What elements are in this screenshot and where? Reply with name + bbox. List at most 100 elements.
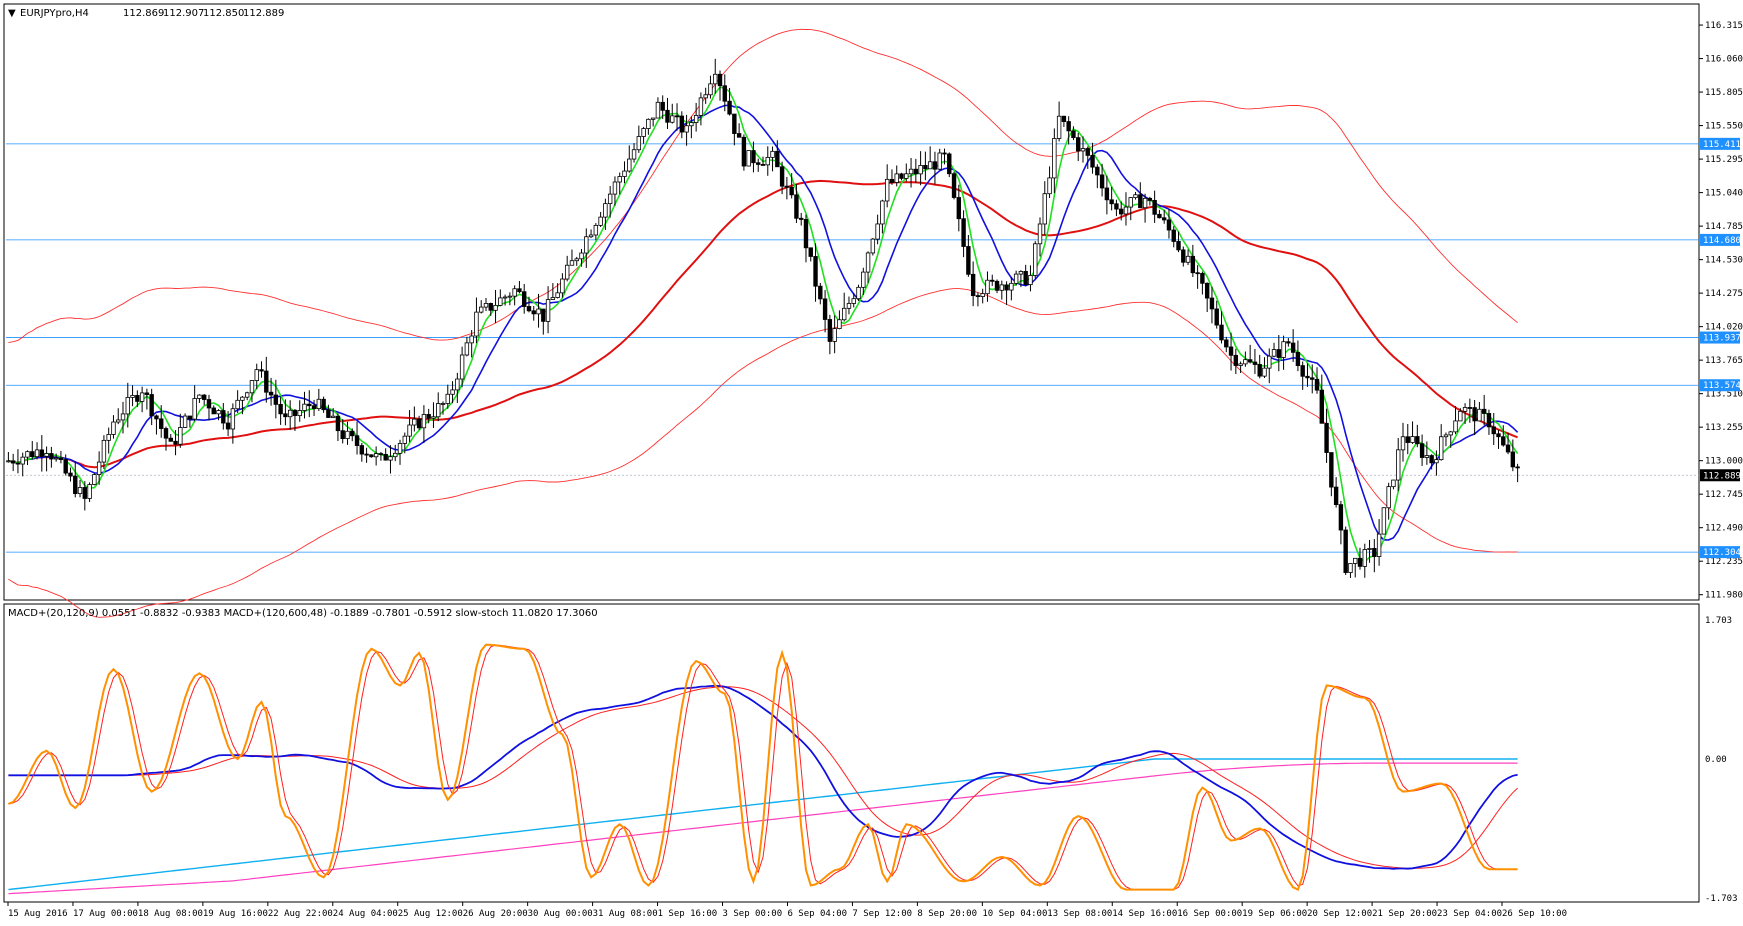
candle[interactable] <box>53 453 59 462</box>
candle[interactable] <box>1281 335 1286 370</box>
candle[interactable] <box>674 103 680 131</box>
candle[interactable] <box>1238 361 1243 374</box>
candle[interactable] <box>1161 209 1167 224</box>
candle[interactable] <box>1147 196 1153 206</box>
candle[interactable] <box>760 156 766 166</box>
candle[interactable] <box>264 356 269 403</box>
candle[interactable] <box>44 446 49 472</box>
candle[interactable] <box>455 372 460 403</box>
candle[interactable] <box>1357 547 1363 570</box>
candle[interactable] <box>627 145 632 173</box>
candle[interactable] <box>440 401 446 415</box>
candle[interactable] <box>1429 454 1434 470</box>
candle[interactable] <box>732 113 737 146</box>
candle[interactable] <box>1467 398 1473 423</box>
candle[interactable] <box>278 396 283 425</box>
candle[interactable] <box>846 296 852 315</box>
candle[interactable] <box>607 185 613 218</box>
candle[interactable] <box>1462 403 1468 425</box>
candle[interactable] <box>1295 340 1301 372</box>
candle[interactable] <box>789 173 794 199</box>
candle[interactable] <box>431 402 436 428</box>
candle[interactable] <box>225 411 231 437</box>
candle[interactable] <box>803 214 809 263</box>
candle[interactable] <box>947 152 952 178</box>
candle[interactable] <box>1119 201 1124 221</box>
candle[interactable] <box>517 281 522 294</box>
candle[interactable] <box>927 146 933 170</box>
candle[interactable] <box>1477 402 1482 422</box>
candle[interactable] <box>1276 335 1282 372</box>
candle[interactable] <box>521 284 527 314</box>
candle[interactable] <box>58 450 64 464</box>
candle[interactable] <box>1052 128 1057 194</box>
candle[interactable] <box>1224 336 1229 353</box>
candle[interactable] <box>206 394 212 421</box>
candle[interactable] <box>1195 265 1200 289</box>
candle[interactable] <box>354 421 360 455</box>
candle[interactable] <box>961 210 966 258</box>
candle[interactable] <box>20 452 25 477</box>
candle[interactable] <box>545 286 551 334</box>
candle[interactable] <box>254 363 259 390</box>
candle[interactable] <box>1219 311 1224 344</box>
candle[interactable] <box>770 146 775 172</box>
candle[interactable] <box>579 248 584 267</box>
candle[interactable] <box>617 172 622 195</box>
candle[interactable] <box>235 390 240 413</box>
candle[interactable] <box>775 140 780 168</box>
candle[interactable] <box>479 300 484 314</box>
candle[interactable] <box>856 284 861 302</box>
candle[interactable] <box>139 386 145 413</box>
candle[interactable] <box>1061 115 1067 127</box>
candle[interactable] <box>1176 231 1181 253</box>
candle[interactable] <box>182 413 188 429</box>
candle[interactable] <box>899 172 904 181</box>
candle[interactable] <box>474 297 479 344</box>
candle[interactable] <box>287 400 293 430</box>
candle[interactable] <box>350 428 355 442</box>
candle[interactable] <box>1138 182 1143 209</box>
candle[interactable] <box>436 392 441 422</box>
candle[interactable] <box>1152 190 1157 223</box>
candle[interactable] <box>283 399 288 426</box>
candle[interactable] <box>536 293 541 328</box>
candle[interactable] <box>230 403 236 444</box>
candle[interactable] <box>1305 363 1310 387</box>
candle[interactable] <box>918 151 923 186</box>
candle[interactable] <box>1443 432 1449 447</box>
candle[interactable] <box>751 141 756 173</box>
candle[interactable] <box>73 461 78 498</box>
candle[interactable] <box>302 391 307 419</box>
candle[interactable] <box>813 243 818 302</box>
candle[interactable] <box>861 267 866 296</box>
candle[interactable] <box>779 161 785 195</box>
candle[interactable] <box>197 394 202 403</box>
candle[interactable] <box>82 481 88 511</box>
candle[interactable] <box>10 453 16 472</box>
candle[interactable] <box>211 405 216 415</box>
candle[interactable] <box>87 482 92 503</box>
candle[interactable] <box>273 379 279 419</box>
candle[interactable] <box>670 103 675 124</box>
candle[interactable] <box>994 279 1000 294</box>
candle[interactable] <box>765 146 770 176</box>
symbol-dropdown-icon[interactable]: ▼ <box>8 8 16 19</box>
candle[interactable] <box>426 408 431 424</box>
candle[interactable] <box>541 308 546 335</box>
candle[interactable] <box>555 283 560 299</box>
candle[interactable] <box>588 229 594 239</box>
candle[interactable] <box>980 288 985 304</box>
candle[interactable] <box>756 158 761 172</box>
candle[interactable] <box>799 212 804 226</box>
candle[interactable] <box>1257 354 1262 379</box>
candle[interactable] <box>154 414 159 435</box>
candle[interactable] <box>1290 329 1296 362</box>
candle[interactable] <box>746 150 751 167</box>
candle[interactable] <box>326 404 331 418</box>
candle[interactable] <box>116 408 121 425</box>
candle[interactable] <box>1415 424 1420 448</box>
candle[interactable] <box>1496 430 1501 449</box>
candle[interactable] <box>889 169 895 185</box>
candle[interactable] <box>1419 434 1425 466</box>
